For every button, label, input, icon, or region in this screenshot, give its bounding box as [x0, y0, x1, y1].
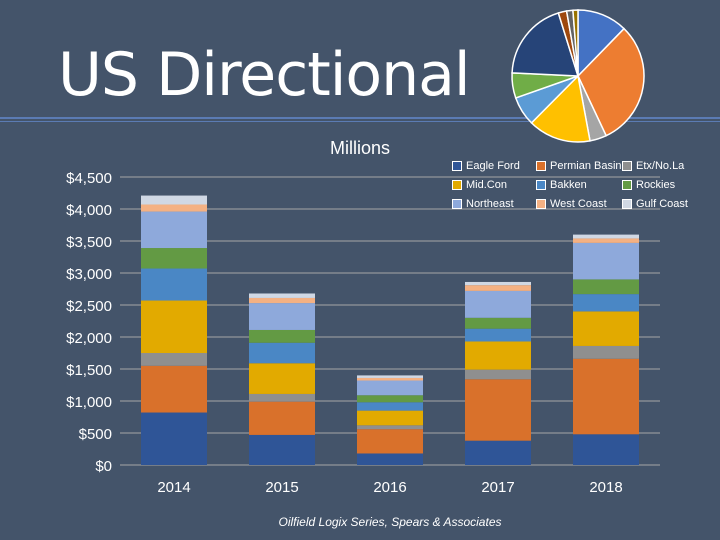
bar-segment	[357, 380, 423, 396]
bar-segment	[465, 341, 531, 370]
y-tick-label: $4,500	[66, 170, 112, 187]
bar-segment	[141, 300, 207, 353]
bar-segment	[249, 297, 315, 304]
bar-segment	[141, 412, 207, 465]
bar-segment	[573, 311, 639, 346]
bar-segment	[573, 345, 639, 359]
bar-segment	[357, 377, 423, 381]
legend-swatch	[536, 180, 546, 190]
summary-pie-chart	[511, 9, 645, 143]
legend-label: Mid.Con	[466, 179, 507, 191]
chart-legend: Eagle Ford Permian Basin Etx/No.La Mid.Con B…	[452, 158, 720, 212]
bar-segment	[573, 242, 639, 280]
legend-item: Etx/No.La	[622, 158, 712, 174]
pie-slice	[530, 74, 591, 143]
legend-swatch	[622, 161, 632, 171]
y-tick-label: $4,000	[66, 202, 112, 219]
bar-segment	[141, 248, 207, 269]
legend-swatch	[536, 199, 546, 209]
bar-segment	[141, 365, 207, 413]
legend-item: West Coast	[536, 196, 622, 212]
legend-swatch	[452, 180, 462, 190]
x-tick-label: 2014	[157, 479, 190, 496]
bar-segment	[249, 401, 315, 435]
chart-unit-label: Millions	[329, 138, 390, 158]
bar-segment	[141, 268, 207, 301]
y-tick-label: $2,500	[66, 298, 112, 315]
bar-segment	[141, 211, 207, 249]
bar-segment	[465, 317, 531, 329]
pie-slice	[511, 12, 580, 77]
legend-swatch	[622, 180, 632, 190]
bar-segment	[357, 453, 423, 465]
bar-segment	[249, 434, 315, 465]
bar-segment	[573, 294, 639, 312]
bar-segment	[357, 429, 423, 454]
legend-label: Bakken	[550, 179, 587, 191]
bar-segment	[357, 410, 423, 426]
y-tick-label: $1,000	[66, 394, 112, 411]
bar-segment	[249, 393, 315, 402]
bar-segment	[465, 285, 531, 291]
y-tick-label: $1,500	[66, 362, 112, 379]
bar-segment	[249, 293, 315, 298]
legend-label: Eagle Ford	[466, 160, 520, 172]
title-rule	[0, 117, 720, 119]
legend-label: Etx/No.La	[636, 160, 685, 172]
bar-segment	[465, 440, 531, 465]
y-tick-label: $0	[95, 458, 112, 475]
legend-item: Permian Basin	[536, 158, 622, 174]
source-caption: Oilfield Logix Series, Spears & Associat…	[278, 515, 502, 529]
bar-segment	[357, 375, 423, 378]
y-tick-label: $500	[79, 426, 112, 443]
y-tick-label: $3,000	[66, 266, 112, 283]
legend-swatch	[622, 199, 632, 209]
bar-segment	[573, 358, 639, 435]
title-rule	[0, 121, 720, 122]
bar-segment	[465, 290, 531, 318]
legend-item: Northeast	[452, 196, 536, 212]
bar-segment	[141, 195, 207, 205]
legend-label: Northeast	[466, 198, 514, 210]
bar-segment	[465, 281, 531, 286]
legend-label: Permian Basin	[550, 160, 622, 172]
legend-swatch	[452, 161, 462, 171]
bar-segment	[573, 234, 639, 239]
y-tick-label: $2,000	[66, 330, 112, 347]
bar-segment	[357, 425, 423, 430]
legend-swatch	[452, 199, 462, 209]
x-tick-label: 2017	[481, 479, 514, 496]
legend-label: Gulf Coast	[636, 198, 688, 210]
bar-segment	[357, 402, 423, 411]
legend-label: West Coast	[550, 198, 607, 210]
bar-segment	[249, 342, 315, 364]
bar-segment	[573, 238, 639, 243]
bar-segment	[465, 369, 531, 380]
x-tick-label: 2015	[265, 479, 298, 496]
bar-segment	[249, 329, 315, 343]
legend-item: Bakken	[536, 177, 622, 193]
legend-item: Rockies	[622, 177, 712, 193]
legend-label: Rockies	[636, 179, 676, 191]
bar-segment	[141, 204, 207, 212]
bar-segment	[573, 279, 639, 295]
bar-segment	[465, 379, 531, 441]
x-tick-label: 2016	[373, 479, 406, 496]
pie-slice	[577, 27, 645, 137]
bar-segment	[573, 434, 639, 465]
legend-item: Mid.Con	[452, 177, 536, 193]
legend-item: Eagle Ford	[452, 158, 536, 174]
bar-segment	[249, 303, 315, 330]
bar-segment	[465, 328, 531, 342]
y-tick-label: $3,500	[66, 234, 112, 251]
legend-item: Gulf Coast	[622, 196, 712, 212]
slide-title: US Directional	[58, 40, 471, 110]
x-tick-label: 2018	[589, 479, 622, 496]
pie-slice	[572, 9, 579, 77]
legend-swatch	[536, 161, 546, 171]
bar-segment	[141, 353, 207, 366]
bar-segment	[249, 363, 315, 394]
bar-segment	[357, 395, 423, 403]
